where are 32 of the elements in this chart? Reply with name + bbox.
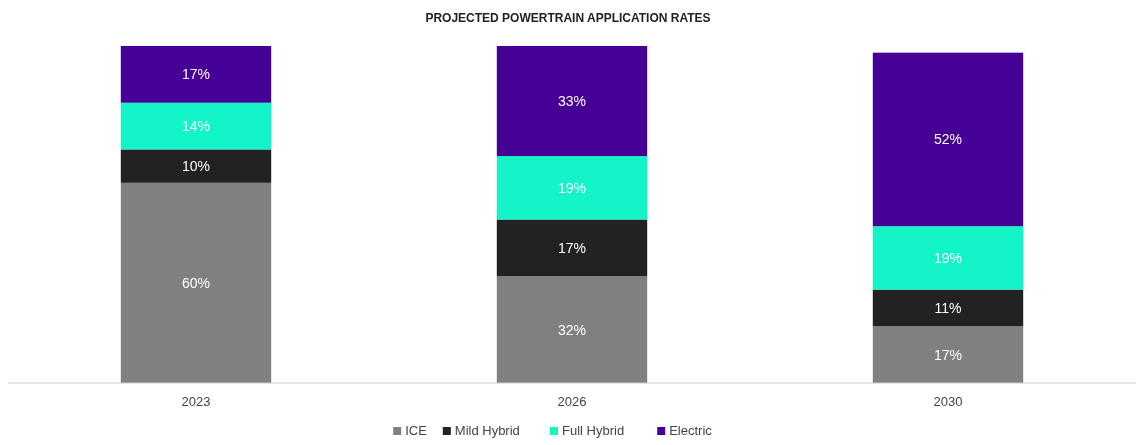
bar	[872, 226, 1024, 290]
bar	[496, 156, 648, 220]
bar	[120, 46, 272, 103]
legend-label: ICE	[405, 423, 428, 438]
bar	[120, 102, 272, 150]
x-tick-label: 2023	[181, 394, 211, 409]
x-tick-label: 2030	[933, 394, 963, 409]
x-tick-label: 2026	[557, 394, 587, 409]
data-label: 52%	[933, 131, 963, 148]
data-label: 11%	[934, 299, 962, 316]
bar	[120, 149, 272, 183]
legend-label: Electric	[669, 423, 713, 438]
data-label: 10%	[181, 158, 211, 175]
legend-label: Full Hybrid	[562, 423, 625, 438]
data-label: 17%	[181, 66, 211, 83]
bar	[872, 326, 1024, 383]
data-label: 60%	[181, 274, 211, 291]
data-label: 33%	[557, 92, 587, 109]
bar	[496, 276, 648, 383]
bar	[872, 52, 1024, 227]
legend-label: Mild Hybrid	[454, 423, 520, 438]
bar	[496, 219, 648, 277]
bar	[120, 182, 272, 383]
bar	[872, 289, 1024, 327]
data-label: 19%	[933, 249, 963, 266]
data-label: 17%	[557, 239, 587, 256]
chart-title: PROJECTED POWERTRAIN APPLICATION RATES	[425, 11, 711, 25]
data-label: 32%	[557, 321, 587, 338]
data-label: 17%	[933, 346, 963, 363]
bar	[496, 46, 648, 157]
data-label: 14%	[181, 117, 211, 134]
data-label: 19%	[557, 179, 587, 196]
